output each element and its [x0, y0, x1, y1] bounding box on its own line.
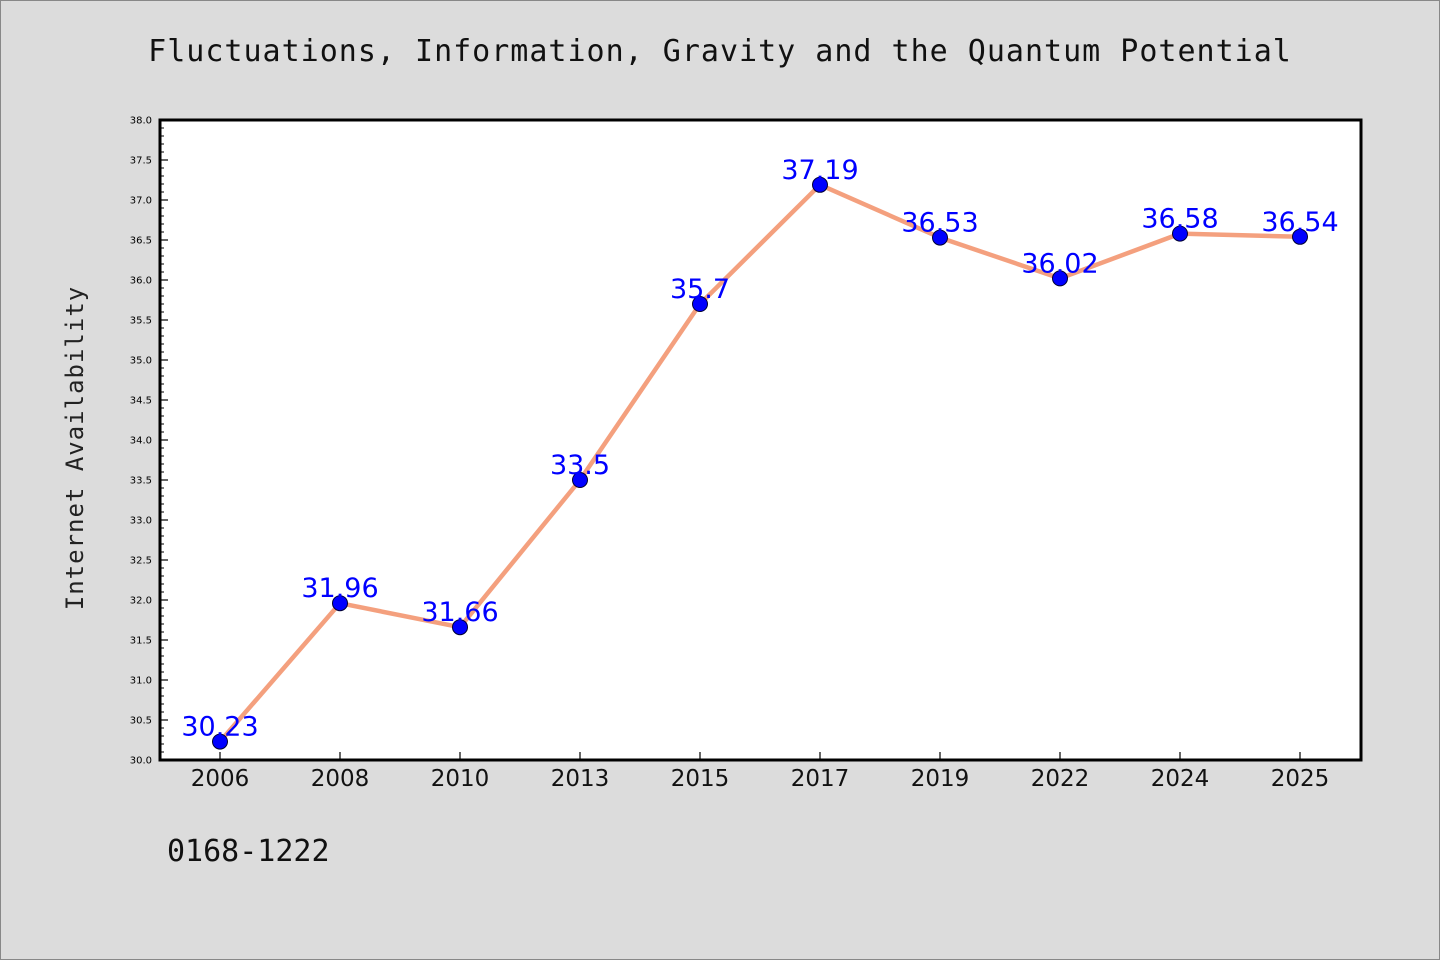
data-point	[932, 229, 948, 246]
chart-title: Fluctuations, Information, Gravity and t…	[148, 34, 1292, 69]
data-label: 33.5	[550, 450, 610, 481]
x-tick-label: 2024	[1151, 766, 1210, 792]
plot-area	[160, 120, 1361, 760]
data-label: 31.66	[421, 597, 498, 628]
data-point	[1172, 225, 1188, 242]
y-tick-label: 33.5	[130, 476, 152, 487]
x-tick-label: 2025	[1271, 766, 1330, 792]
data-label: 31.96	[301, 573, 378, 604]
y-tick-label: 37.0	[130, 196, 152, 207]
data-point	[212, 733, 228, 750]
y-tick-label: 37.5	[130, 156, 152, 167]
x-tick-label: 2017	[791, 766, 850, 792]
x-tick-label: 2006	[191, 766, 250, 792]
x-tick-label: 2008	[311, 766, 370, 792]
y-tick-label: 31.5	[130, 636, 152, 647]
y-tick-label: 36.0	[130, 276, 152, 287]
y-tick-label: 34.0	[130, 436, 152, 447]
data-label: 36.02	[1021, 248, 1098, 279]
data-label: 36.58	[1141, 204, 1218, 235]
y-tick-label: 32.0	[130, 596, 152, 607]
data-point	[572, 472, 588, 488]
x-tick-label: 2022	[1031, 766, 1090, 792]
data-label: 36.53	[901, 208, 978, 239]
data-point	[452, 619, 468, 636]
y-tick-label: 38.0	[130, 116, 152, 127]
x-tick-label: 2013	[551, 766, 610, 792]
data-point	[1052, 270, 1068, 287]
x-tick-label: 2019	[911, 766, 970, 792]
y-tick-label: 31.0	[130, 676, 152, 687]
x-tick-label: 2010	[431, 766, 490, 792]
plot-border	[158, 118, 1363, 762]
y-tick-label: 35.0	[130, 356, 152, 367]
data-point	[692, 296, 708, 312]
y-tick-label: 32.5	[130, 556, 152, 567]
data-label: 36.54	[1261, 207, 1338, 238]
data-point	[1292, 228, 1308, 245]
data-label: 30.23	[181, 712, 258, 743]
data-point	[332, 595, 348, 612]
data-label: 37.19	[781, 155, 858, 186]
data-point	[812, 176, 828, 193]
y-tick-label: 35.5	[130, 316, 152, 327]
x-tick-label: 2015	[671, 766, 730, 792]
y-tick-label: 30.5	[130, 716, 152, 727]
data-label: 35.7	[670, 274, 730, 305]
y-tick-label: 34.5	[130, 396, 152, 407]
footnote-code: 0168-1222	[167, 834, 330, 869]
y-tick-label: 33.0	[130, 516, 152, 527]
y-tick-label: 36.5	[130, 236, 152, 247]
series-line	[217, 182, 1303, 744]
y-tick-label: 30.0	[130, 756, 152, 767]
